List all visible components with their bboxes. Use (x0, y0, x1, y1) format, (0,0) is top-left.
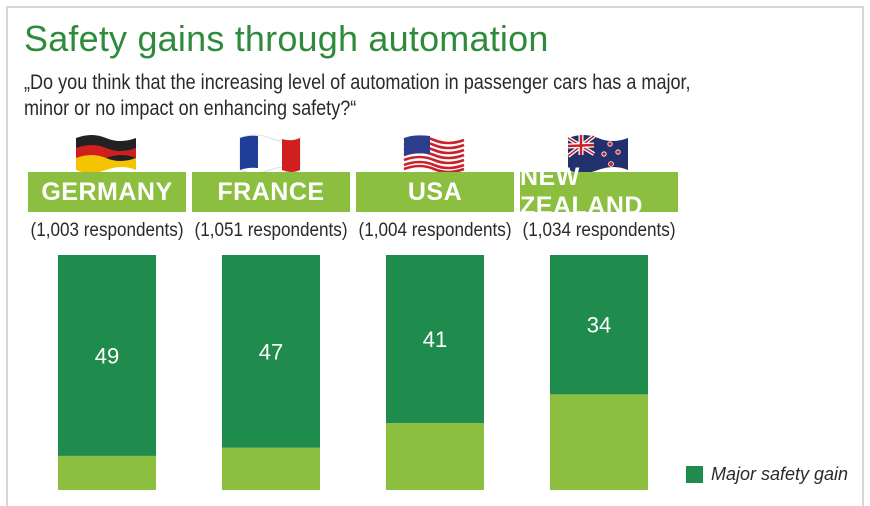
bar-major-france (222, 255, 320, 448)
country-header-usa: USA (356, 172, 514, 212)
chart-frame (6, 6, 864, 506)
bar-minor-usa (386, 423, 484, 490)
country-header-france: FRANCE (192, 172, 350, 212)
legend: Major safety gain (686, 464, 848, 485)
stacked-bar-chart: 49 47 41 34 (58, 255, 648, 490)
bar-minor-france (222, 447, 320, 490)
value-label-major-usa: 41 (423, 327, 447, 352)
bar-minor-new-zealand (550, 394, 648, 490)
respondents-germany: (1,003 respondents) (30, 220, 184, 241)
germany-flag-icon (76, 135, 136, 173)
respondents-new-zealand: (1,034 respondents) (522, 220, 676, 241)
bar-major-germany (58, 255, 156, 456)
value-label-major-france: 47 (259, 339, 283, 364)
bar-major-usa (386, 255, 484, 424)
survey-question: „Do you think that the increasing level … (24, 71, 691, 120)
new-zealand-flag-icon (566, 134, 628, 173)
usa-flag-icon (403, 135, 465, 174)
value-label-major-germany: 49 (95, 343, 119, 368)
legend-swatch-major (686, 466, 703, 483)
legend-label-major: Major safety gain (711, 464, 849, 484)
respondents-france: (1,051 respondents) (194, 220, 348, 241)
respondents-usa: (1,004 respondents) (358, 220, 512, 241)
chart-title: Safety gains through automation (24, 18, 549, 59)
country-header-germany: GERMANY (28, 172, 186, 212)
value-label-major-new-zealand: 34 (587, 313, 611, 338)
bar-minor-germany (58, 455, 156, 490)
bar-major-new-zealand (550, 255, 648, 395)
